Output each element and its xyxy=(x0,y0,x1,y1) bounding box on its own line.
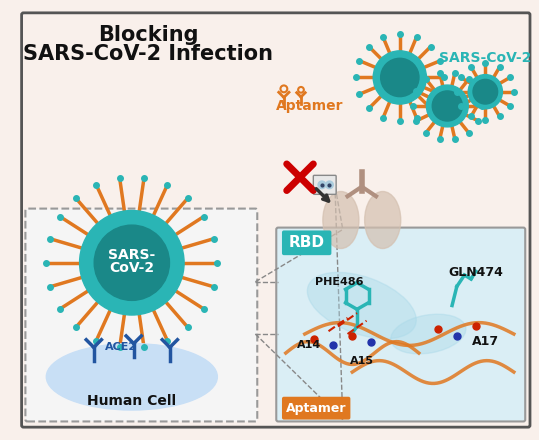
Text: A15: A15 xyxy=(350,356,374,366)
FancyBboxPatch shape xyxy=(313,175,336,194)
Ellipse shape xyxy=(365,191,401,249)
Circle shape xyxy=(326,181,333,189)
Circle shape xyxy=(432,91,462,121)
Ellipse shape xyxy=(391,314,466,354)
Text: ACE2: ACE2 xyxy=(105,342,137,352)
Text: SARS-CoV-2: SARS-CoV-2 xyxy=(439,51,531,66)
FancyBboxPatch shape xyxy=(22,13,530,427)
Ellipse shape xyxy=(46,344,217,410)
Circle shape xyxy=(318,181,326,189)
FancyBboxPatch shape xyxy=(282,397,350,420)
Text: PHE486: PHE486 xyxy=(315,277,363,287)
Circle shape xyxy=(426,85,468,127)
Text: Human Cell: Human Cell xyxy=(87,393,176,407)
Circle shape xyxy=(94,225,169,301)
Circle shape xyxy=(80,210,184,315)
Text: Aptamer: Aptamer xyxy=(276,99,343,113)
Circle shape xyxy=(373,51,426,104)
Text: SARS-: SARS- xyxy=(108,248,155,262)
Text: Aptamer: Aptamer xyxy=(286,402,347,414)
Text: A14: A14 xyxy=(298,341,322,350)
Text: GLN474: GLN474 xyxy=(448,266,503,279)
Ellipse shape xyxy=(323,191,359,249)
FancyBboxPatch shape xyxy=(25,209,257,422)
Text: SARS-CoV-2 Infection: SARS-CoV-2 Infection xyxy=(23,44,273,64)
FancyBboxPatch shape xyxy=(282,231,331,255)
Text: Blocking: Blocking xyxy=(98,25,198,45)
Circle shape xyxy=(473,79,497,104)
Text: A17: A17 xyxy=(472,335,499,348)
Text: CoV-2: CoV-2 xyxy=(109,261,154,275)
Circle shape xyxy=(468,75,502,109)
Text: RBD: RBD xyxy=(289,235,324,250)
Ellipse shape xyxy=(307,272,416,339)
Circle shape xyxy=(381,59,419,97)
FancyBboxPatch shape xyxy=(277,227,525,422)
